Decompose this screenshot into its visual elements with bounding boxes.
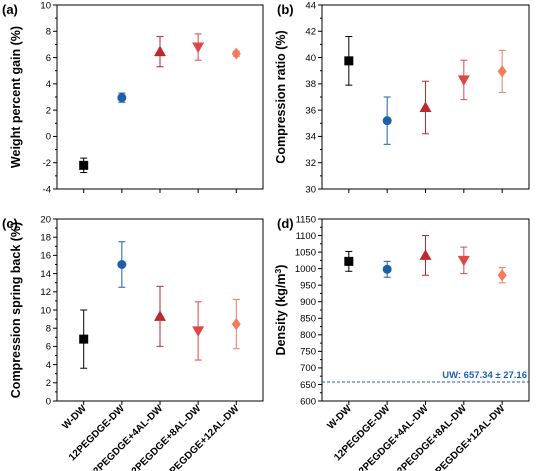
marker-square bbox=[79, 334, 89, 344]
panel-label: (c) bbox=[2, 216, 18, 231]
y-tick-label: 750 bbox=[300, 347, 316, 358]
y-tick-label: 8 bbox=[46, 27, 51, 38]
chart-panel-d: (d) 600 650 700 750 800 850 900 950 1000 1050 1100 1… bbox=[273, 214, 530, 471]
y-tick-label: 700 bbox=[300, 363, 316, 374]
marker-triangle-down bbox=[457, 255, 470, 267]
data-point bbox=[117, 92, 127, 103]
data-point bbox=[192, 301, 205, 361]
data-point bbox=[344, 250, 354, 272]
y-axis-label-sup: 3 bbox=[273, 268, 283, 273]
y-tick-label: 4 bbox=[46, 360, 51, 371]
y-tick-label: 2 bbox=[46, 105, 51, 116]
marker-triangle-down bbox=[192, 42, 205, 54]
marker-diamond bbox=[497, 269, 507, 282]
y-tick-label: 900 bbox=[300, 297, 316, 308]
chart-panel-b: (b) 30 32 34 36 38 40 42 44 Compression ratio (%) bbox=[274, 0, 530, 195]
marker-square bbox=[344, 256, 354, 266]
y-tick-label: 0 bbox=[46, 132, 51, 143]
y-tick-label: 40 bbox=[305, 53, 316, 64]
data-point bbox=[154, 36, 166, 68]
marker-circle bbox=[382, 116, 392, 126]
data-point bbox=[231, 47, 241, 60]
panel-label: (d) bbox=[277, 216, 294, 231]
y-tick-label: 38 bbox=[305, 79, 316, 90]
data-point bbox=[457, 246, 470, 275]
y-tick-label: 1050 bbox=[295, 247, 316, 258]
marker-square bbox=[79, 160, 89, 170]
y-tick-label: 20 bbox=[40, 214, 51, 225]
y-tick-label: 2 bbox=[46, 378, 51, 389]
marker-triangle-down bbox=[457, 75, 470, 86]
y-tick-label: 32 bbox=[305, 158, 316, 169]
data-point bbox=[192, 33, 205, 61]
y-tick-label: 36 bbox=[305, 105, 316, 116]
data-point bbox=[419, 80, 432, 135]
y-tick-label: 14 bbox=[40, 269, 51, 280]
y-tick-label: 16 bbox=[40, 251, 51, 262]
marker-diamond bbox=[231, 47, 241, 60]
data-point bbox=[497, 49, 507, 93]
marker-triangle-down bbox=[192, 326, 205, 337]
y-tick-label: 12 bbox=[40, 287, 51, 298]
marker-diamond bbox=[231, 318, 241, 331]
y-tick-label: 44 bbox=[305, 0, 316, 11]
data-point bbox=[79, 157, 89, 174]
marker-circle bbox=[117, 93, 127, 103]
y-axis-label-end: ) bbox=[274, 265, 288, 269]
marker-circle bbox=[117, 260, 127, 269]
panel-label: (a) bbox=[2, 2, 18, 17]
y-tick-label: -2 bbox=[43, 158, 51, 169]
y-tick-label: 42 bbox=[305, 27, 316, 38]
y-tick-label: 6 bbox=[46, 53, 51, 64]
x-tick-label: W-DW bbox=[60, 403, 89, 432]
y-tick-label: 10 bbox=[40, 305, 51, 316]
chart-panel-a: (a) -4 -2 0 2 4 6 8 10 Weight percent gain (%) bbox=[2, 0, 264, 195]
y-axis-label: Compression spring back (%) bbox=[9, 222, 23, 398]
y-tick-label: 950 bbox=[300, 280, 316, 291]
y-tick-label: 0 bbox=[46, 396, 51, 407]
data-point bbox=[497, 267, 507, 284]
marker-circle bbox=[382, 264, 392, 274]
marker-square bbox=[344, 56, 354, 66]
chart-panel-c: (c) 0 2 4 6 8 10 12 14 16 18 20 Compression spring b… bbox=[2, 214, 264, 471]
data-point bbox=[231, 299, 241, 350]
marker-triangle-up bbox=[154, 45, 166, 57]
y-tick-label: 600 bbox=[300, 396, 316, 407]
y-tick-label: 18 bbox=[40, 233, 51, 244]
marker-diamond bbox=[497, 65, 507, 78]
data-point bbox=[457, 59, 470, 101]
data-point bbox=[344, 36, 354, 86]
y-tick-label: 8 bbox=[46, 324, 51, 335]
data-point bbox=[382, 96, 392, 145]
y-tick-label: 10 bbox=[40, 0, 51, 11]
reference-line-label: UW: 657.34 ± 27.16 bbox=[442, 370, 527, 381]
y-tick-label: 650 bbox=[300, 380, 316, 391]
y-axis-label: Compression ratio (%) bbox=[274, 30, 288, 163]
y-tick-label: 1100 bbox=[296, 231, 316, 242]
y-axis-label-main: Density (kg/m bbox=[274, 273, 288, 355]
y-tick-label: 30 bbox=[305, 184, 316, 195]
x-tick-label: W-DW bbox=[326, 403, 355, 432]
y-axis-label: Density (kg/m3) bbox=[273, 265, 288, 356]
y-tick-label: 6 bbox=[46, 342, 51, 353]
marker-triangle-up bbox=[154, 310, 166, 321]
y-tick-label: 34 bbox=[305, 132, 316, 143]
y-tick-label: 4 bbox=[46, 79, 51, 90]
data-point bbox=[419, 235, 432, 276]
marker-triangle-up bbox=[419, 101, 432, 113]
data-point bbox=[117, 241, 127, 288]
y-tick-label: 1000 bbox=[295, 264, 316, 275]
y-tick-label: 1150 bbox=[296, 214, 316, 225]
y-tick-label: 800 bbox=[300, 330, 316, 341]
y-tick-label: -4 bbox=[43, 184, 51, 195]
data-point bbox=[382, 260, 392, 278]
data-point bbox=[154, 285, 166, 347]
y-tick-label: 850 bbox=[300, 314, 316, 325]
panel-label: (b) bbox=[277, 2, 294, 17]
data-point bbox=[79, 309, 89, 369]
marker-triangle-up bbox=[419, 249, 432, 260]
y-axis-label: Weight percent gain (%) bbox=[9, 26, 23, 168]
